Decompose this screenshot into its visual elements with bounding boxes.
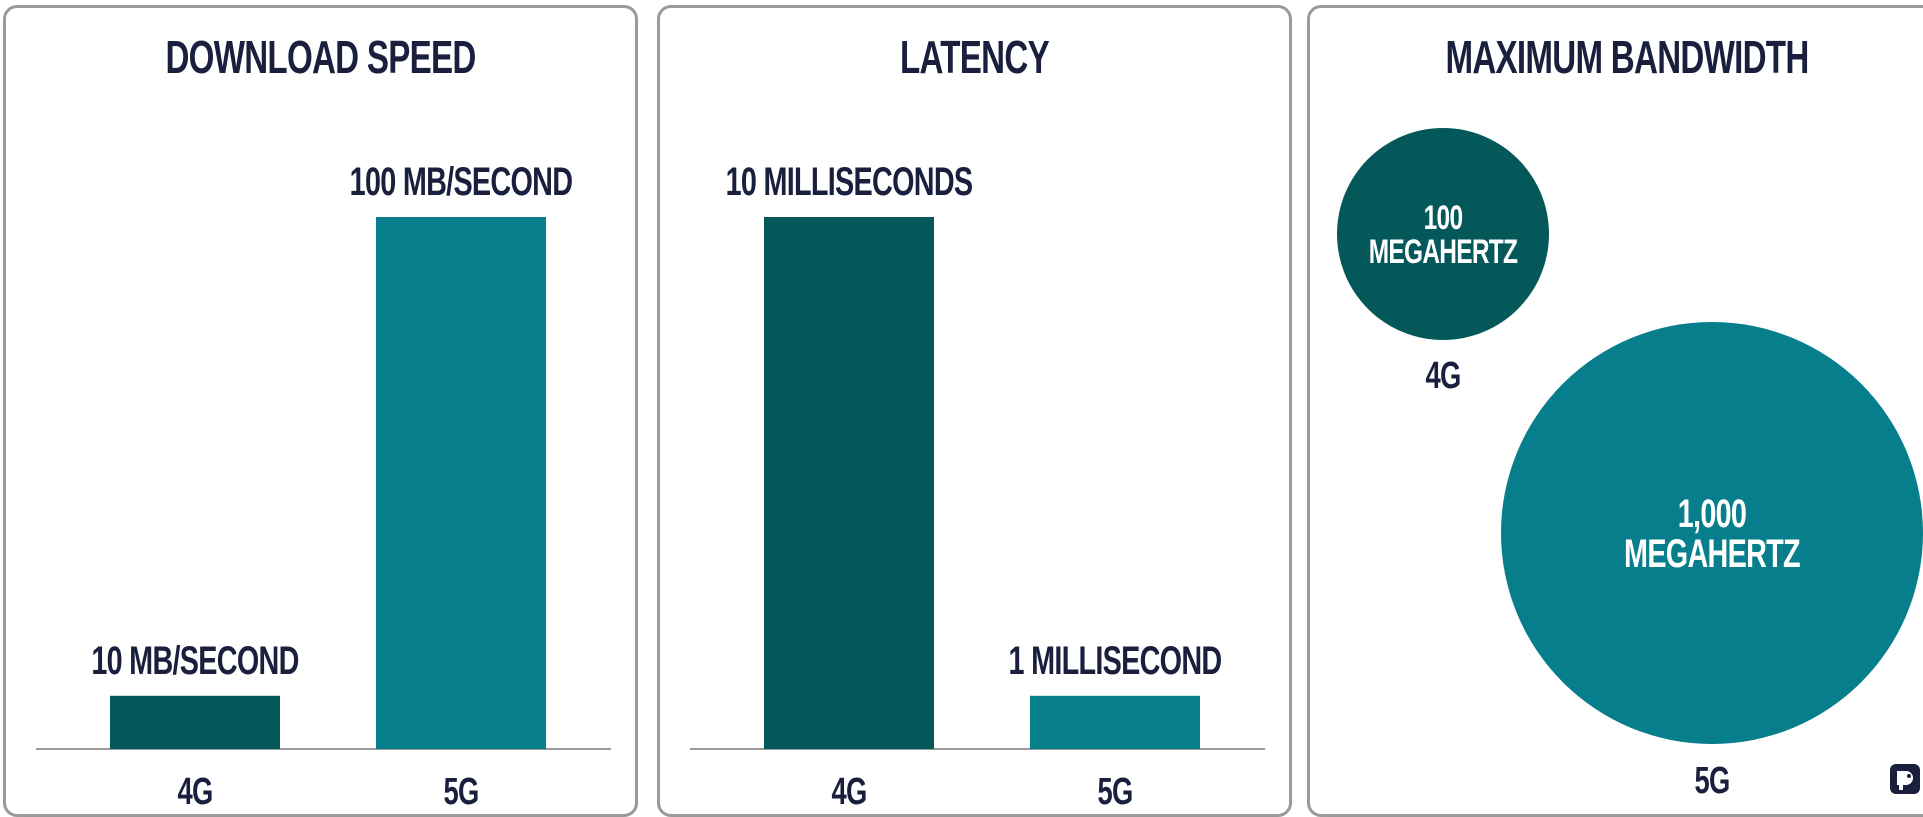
latency-chart: 10 MILLISECONDS 4G 1 MILLISECOND 5G <box>690 159 1265 813</box>
data-label-5g: 1 MILLISECOND <box>1009 638 1222 683</box>
bar-5g <box>376 217 546 749</box>
bar-4g <box>764 217 934 749</box>
bar-5g <box>1030 695 1200 749</box>
x-tick-label-5g: 5G <box>1097 771 1132 813</box>
bubble-label-4g-1: MEGAHERTZ <box>1369 233 1518 271</box>
category-label-5g: 5G <box>1694 760 1729 802</box>
latency-panel: LATENCY 10 MILLISECONDS 4G 1 MILLISECOND 5G <box>657 5 1292 817</box>
bubble-label-4g-0: 100 <box>1424 199 1463 237</box>
download-speed-title: DOWNLOAD SPEED <box>165 31 476 83</box>
data-label-4g: 10 MB/SECOND <box>91 638 298 683</box>
data-label-5g: 100 MB/SECOND <box>350 159 573 204</box>
logo-icon <box>1890 764 1920 794</box>
bubble-5g <box>1501 322 1923 744</box>
download-speed-chart: 10 MB/SECOND 4G 100 MB/SECOND 5G <box>36 159 611 813</box>
maximum-bandwidth-panel: MAXIMUM BANDWIDTH 100 MEGAHERTZ 4G 1,000 MEG… <box>1307 5 1923 817</box>
bubble-4g <box>1337 128 1549 340</box>
data-label-4g: 10 MILLISECONDS <box>726 159 973 204</box>
latency-title: LATENCY <box>900 31 1050 83</box>
bar-4g <box>110 695 280 749</box>
maximum-bandwidth-title: MAXIMUM BANDWIDTH <box>1445 31 1809 83</box>
x-tick-label-5g: 5G <box>443 771 478 813</box>
x-tick-label-4g: 4G <box>831 771 866 813</box>
download-speed-panel: DOWNLOAD SPEED 10 MB/SECOND 4G 100 MB/SECO… <box>3 5 638 817</box>
bubble-label-5g-1: MEGAHERTZ <box>1624 531 1800 576</box>
x-tick-label-4g: 4G <box>177 771 212 813</box>
category-label-4g: 4G <box>1425 355 1460 397</box>
bubble-label-5g-0: 1,000 <box>1678 491 1746 536</box>
